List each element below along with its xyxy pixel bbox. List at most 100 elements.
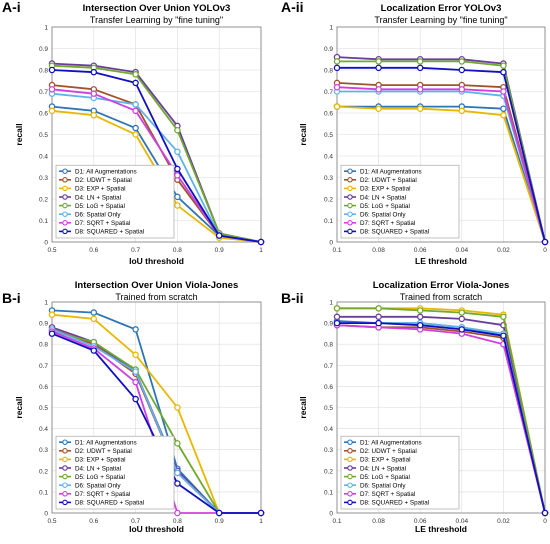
data-point	[132, 351, 139, 358]
y-tick-label: 1	[329, 25, 333, 32]
data-point	[416, 58, 424, 65]
legend-swatch-marker	[347, 168, 353, 174]
y-tick-label: 0	[44, 511, 48, 518]
x-tick-label: 0.1	[332, 518, 341, 525]
data-point	[132, 124, 139, 132]
data-point	[90, 90, 98, 97]
y-tick-label: 0.9	[39, 46, 48, 53]
data-point	[174, 202, 181, 209]
data-point	[375, 64, 382, 72]
y-tick-label: 0.5	[39, 405, 48, 412]
series-8	[333, 319, 549, 517]
series-line	[337, 66, 546, 243]
data-point	[500, 313, 507, 321]
y-tick-label: 0.6	[39, 111, 48, 118]
y-tick-label: 1	[44, 25, 48, 32]
legend-entry: D7: SQRT + Spatial	[360, 220, 415, 227]
legend-entry: D7: SQRT + Spatial	[75, 220, 130, 227]
x-tick-label: 0.02	[497, 247, 510, 254]
y-axis-label: recall	[14, 123, 24, 145]
data-point	[375, 313, 382, 321]
data-point	[416, 105, 424, 112]
legend-box	[55, 435, 175, 510]
y-tick-label: 0.3	[324, 447, 333, 454]
plot-frame	[336, 26, 546, 243]
chart-title: Localization Error YOLOv3	[381, 3, 502, 14]
data-point	[375, 105, 382, 112]
legend-entry: D4: LN + Spatial	[75, 194, 121, 201]
data-point	[48, 66, 56, 74]
legend-entry: D3: EXP + Spatial	[75, 186, 125, 193]
legend-swatch-marker	[347, 439, 353, 445]
legend-box	[340, 164, 460, 239]
legend-box	[55, 164, 175, 239]
x-axis-label: LE threshold	[415, 256, 467, 266]
y-tick-label: 0.9	[39, 321, 48, 328]
legend-swatch-marker	[347, 482, 353, 488]
chart-subtitle: Transfer Learning by "fine tuning"	[90, 15, 223, 25]
data-point	[174, 480, 181, 487]
legend-entry: D3: EXP + Spatial	[360, 457, 410, 464]
data-point	[174, 509, 181, 517]
data-point	[500, 62, 507, 69]
x-tick-label: 0.06	[414, 518, 427, 525]
data-point	[132, 368, 139, 375]
y-tick-label: 0.1	[324, 218, 333, 225]
x-tick-label: 0.9	[215, 518, 224, 525]
data-point	[541, 509, 549, 517]
legend-entry: D3: EXP + Spatial	[360, 186, 410, 193]
data-point	[48, 311, 56, 318]
data-point	[174, 165, 181, 173]
y-tick-label: 0.6	[324, 111, 333, 118]
data-point	[500, 68, 507, 76]
x-tick-label: 0.6	[89, 247, 98, 254]
legend-entry: D7: SQRT + Spatial	[75, 491, 130, 498]
legend-entry: D1: All Augmentations	[360, 440, 422, 447]
legend-swatch-marker	[347, 202, 353, 209]
y-tick-label: 0.9	[324, 321, 333, 328]
y-tick-label: 0.5	[324, 132, 333, 139]
legend-swatch-marker	[347, 177, 353, 183]
data-point	[90, 309, 98, 316]
plot-frame	[51, 301, 262, 514]
legend-swatch-marker	[62, 473, 68, 480]
x-tick-label: 0.04	[455, 247, 468, 254]
y-tick-label: 0	[329, 240, 333, 247]
data-point	[500, 88, 507, 95]
series-line	[337, 90, 546, 243]
chart-title: Localization Error Viola-Jones	[373, 280, 510, 291]
legend-swatch-marker	[347, 491, 353, 497]
x-tick-label: 0.06	[414, 247, 427, 254]
legend-entry: D5: LoG + Spatial	[75, 474, 125, 481]
legend-swatch-marker	[62, 491, 68, 497]
data-point	[174, 469, 181, 477]
x-tick-label: 0.8	[173, 518, 182, 525]
legend-swatch-marker	[62, 228, 68, 235]
x-tick-label: 0.02	[497, 518, 510, 525]
data-point	[375, 319, 382, 327]
data-point	[174, 148, 181, 155]
data-point	[48, 86, 56, 93]
legend-entry: D8: SQUARED + Spatial	[75, 229, 144, 236]
data-point	[132, 326, 139, 333]
x-tick-label: 0.7	[131, 247, 140, 254]
legend-entry: D5: LoG + Spatial	[360, 203, 410, 210]
y-tick-label: 0.2	[324, 197, 333, 204]
legend-entry: D5: LoG + Spatial	[360, 474, 410, 481]
data-point	[333, 83, 341, 91]
data-point	[416, 307, 424, 314]
legend-entry: D4: LN + Spatial	[360, 465, 406, 472]
legend-swatch-marker	[62, 194, 68, 200]
plot-frame	[51, 26, 262, 243]
y-tick-label: 0.7	[39, 363, 48, 370]
data-point	[90, 315, 98, 323]
legend-swatch-marker	[62, 439, 68, 445]
y-tick-label: 0.1	[39, 218, 48, 225]
legend-swatch-marker	[347, 220, 353, 226]
data-point	[132, 101, 139, 108]
x-tick-label: 0.1	[332, 247, 341, 254]
legend-swatch-marker	[347, 211, 353, 217]
